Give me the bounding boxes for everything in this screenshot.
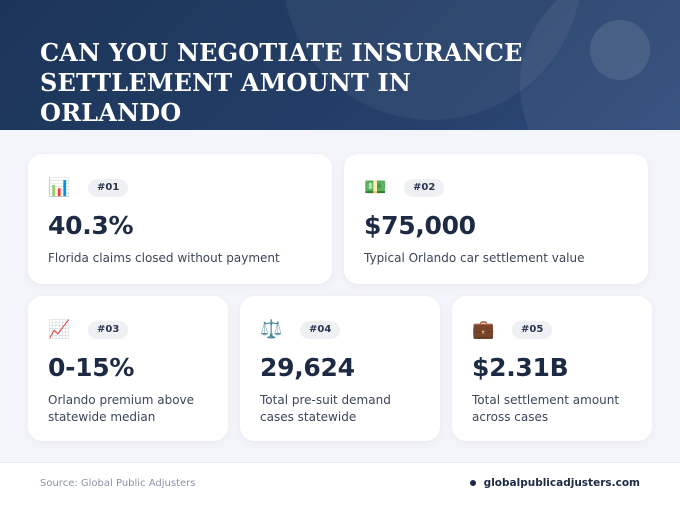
stat-description: Typical Orlando car settlement value xyxy=(364,251,585,265)
stat-card-01: 📊 #01 40.3% Florida claims closed withou… xyxy=(28,154,332,284)
stat-badge: #04 xyxy=(300,321,341,339)
stat-card-04: ⚖️ #04 29,624 Total pre-suit demand case… xyxy=(240,296,440,441)
stat-value: $75,000 xyxy=(364,211,476,240)
decorative-circle xyxy=(520,0,680,130)
bullet-dot-icon xyxy=(469,480,476,486)
page-title: Can You Negotiate Insurance Settlement A… xyxy=(40,38,523,127)
stat-badge: #05 xyxy=(512,321,553,339)
stat-value: 29,624 xyxy=(260,353,355,382)
stat-badge: #01 xyxy=(88,179,129,197)
briefcase-icon: 💼 xyxy=(472,319,495,340)
stat-card-05: 💼 #05 $2.31B Total settlement amount acr… xyxy=(452,296,652,441)
decorative-circle xyxy=(590,20,650,80)
header-banner: Can You Negotiate Insurance Settlement A… xyxy=(0,0,680,130)
source-text: Source: Global Public Adjusters xyxy=(40,478,196,489)
stat-value: 0-15% xyxy=(48,353,135,382)
stat-card-03: 📈 #03 0-15% Orlando premium above statew… xyxy=(28,296,228,441)
stat-badge: #03 xyxy=(88,321,129,339)
trend-up-icon: 📈 xyxy=(48,319,71,340)
stat-description: Total settlement amount across cases xyxy=(472,393,620,424)
website-text: globalpublicadjusters.com xyxy=(483,477,640,489)
stat-value: $2.31B xyxy=(472,353,569,382)
footer: Source: Global Public Adjusters globalpu… xyxy=(0,462,680,507)
scales-icon: ⚖️ xyxy=(260,319,283,340)
stat-badge: #02 xyxy=(404,179,445,197)
stat-description: Orlando premium above statewide median xyxy=(48,393,195,424)
website-link[interactable]: globalpublicadjusters.com xyxy=(469,477,640,489)
stat-value: 40.3% xyxy=(48,211,134,240)
stat-description: Florida claims closed without payment xyxy=(48,251,280,265)
stat-description: Total pre-suit demand cases statewide xyxy=(260,393,391,424)
bar-chart-icon: 📊 xyxy=(48,177,71,198)
money-icon: 💵 xyxy=(364,177,387,198)
stat-card-02: 💵 #02 $75,000 Typical Orlando car settle… xyxy=(344,154,648,284)
